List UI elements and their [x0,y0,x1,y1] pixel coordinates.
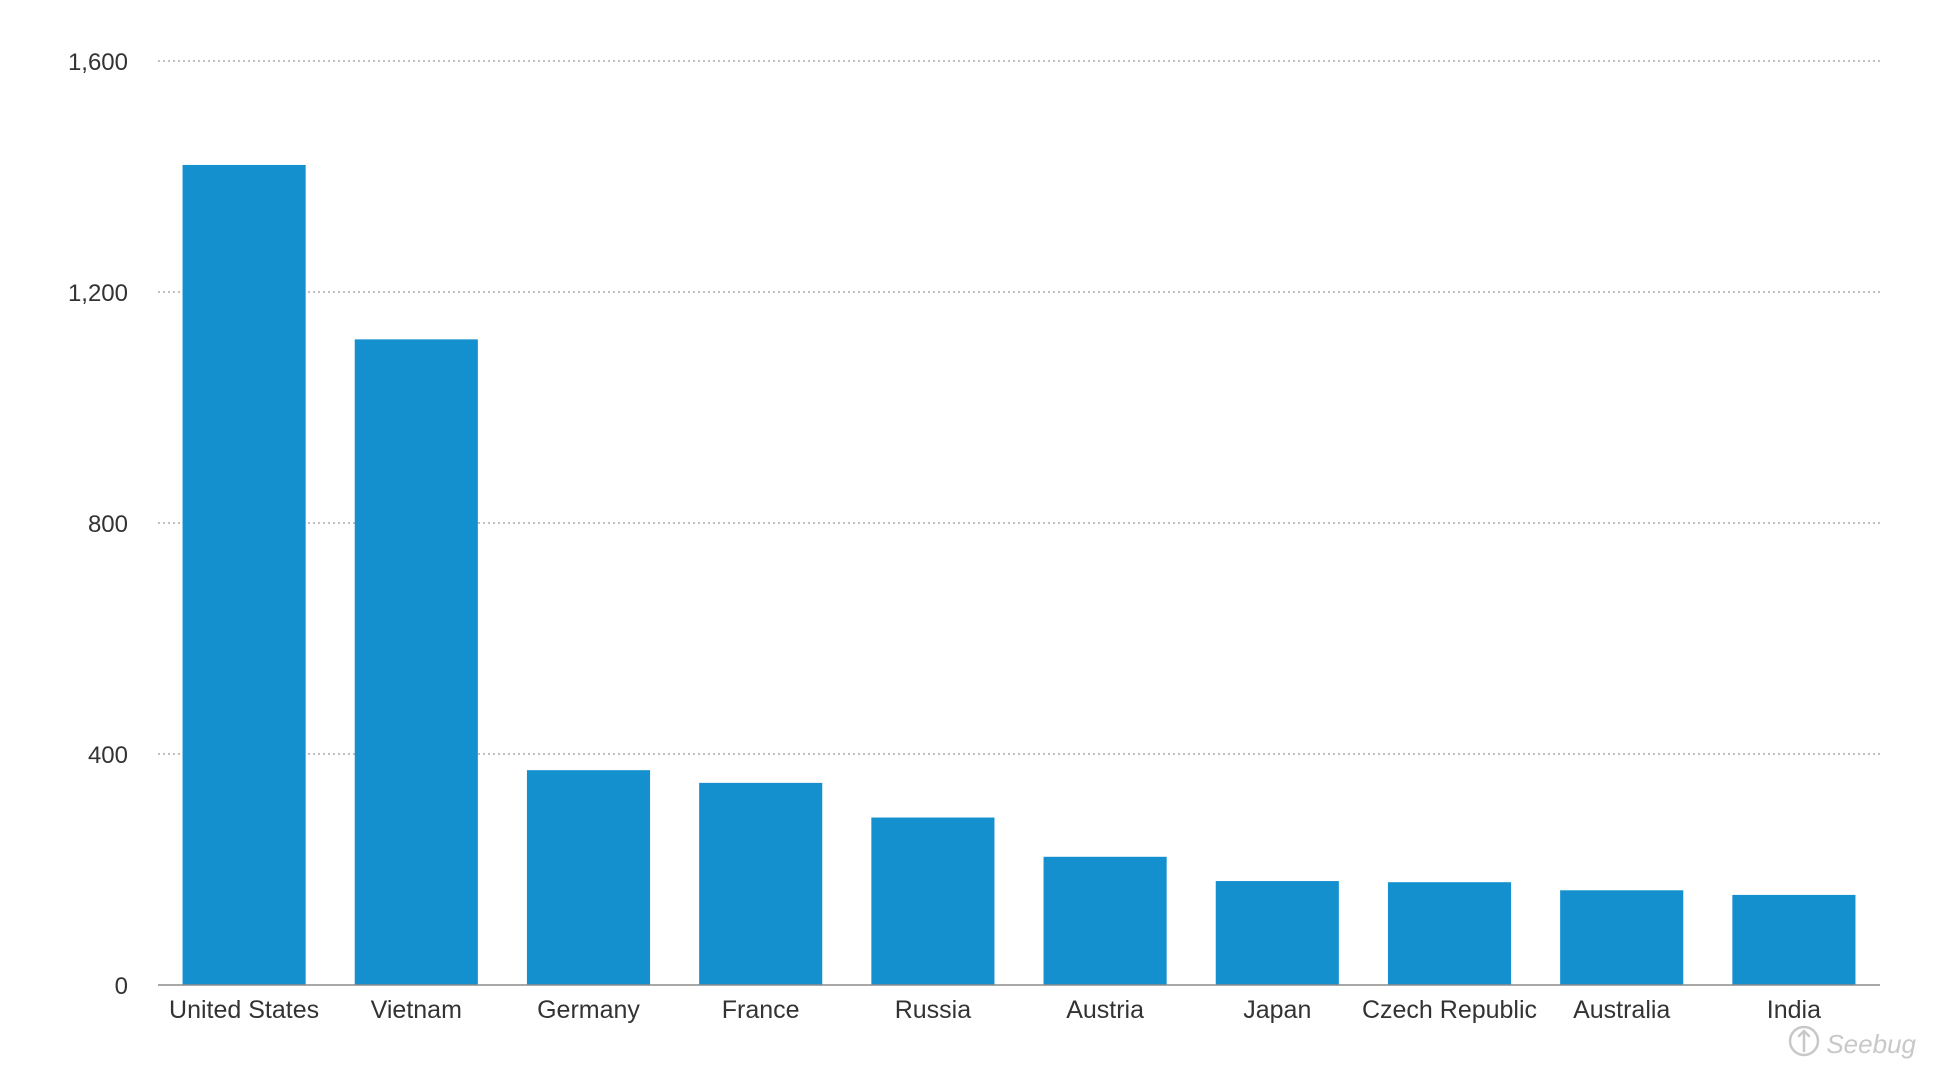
x-category-label: United States [169,996,319,1024]
bar-russia [871,817,995,985]
x-category-label: Russia [895,996,972,1024]
seebug-logo-icon [1786,1023,1822,1066]
y-axis-tick-labels: 0 400 800 1,200 1,600 [68,49,128,1000]
bar-germany [526,770,651,985]
seebug-watermark: Seebug [1786,1023,1916,1066]
y-tick-label: 1,200 [68,280,128,307]
bar-united-states [182,164,306,985]
bar-vietnam [354,339,478,986]
y-tick-label: 0 [115,973,128,1000]
x-category-label: Australia [1573,996,1670,1024]
bar-france [699,782,823,985]
x-category-label: Germany [537,996,640,1024]
bar-australia [1560,890,1684,985]
bar-czech-republic [1387,882,1512,985]
x-category-label: Vietnam [371,996,462,1024]
y-tick-label: 1,600 [68,49,128,76]
bar-india [1732,894,1856,985]
x-category-label: Japan [1243,996,1311,1024]
y-tick-label: 400 [88,742,128,769]
x-category-label: Czech Republic [1362,996,1537,1024]
y-tick-label: 800 [88,511,128,538]
watermark-text: Seebug [1826,1029,1916,1059]
bar-japan [1215,881,1339,985]
bars [182,164,1856,986]
bar-austria [1043,856,1167,985]
x-category-label: France [722,996,800,1024]
x-axis-category-labels: United States Vietnam Germany France Russia A… [169,996,1821,1024]
x-category-label: India [1767,996,1821,1024]
x-category-label: Austria [1066,996,1144,1024]
